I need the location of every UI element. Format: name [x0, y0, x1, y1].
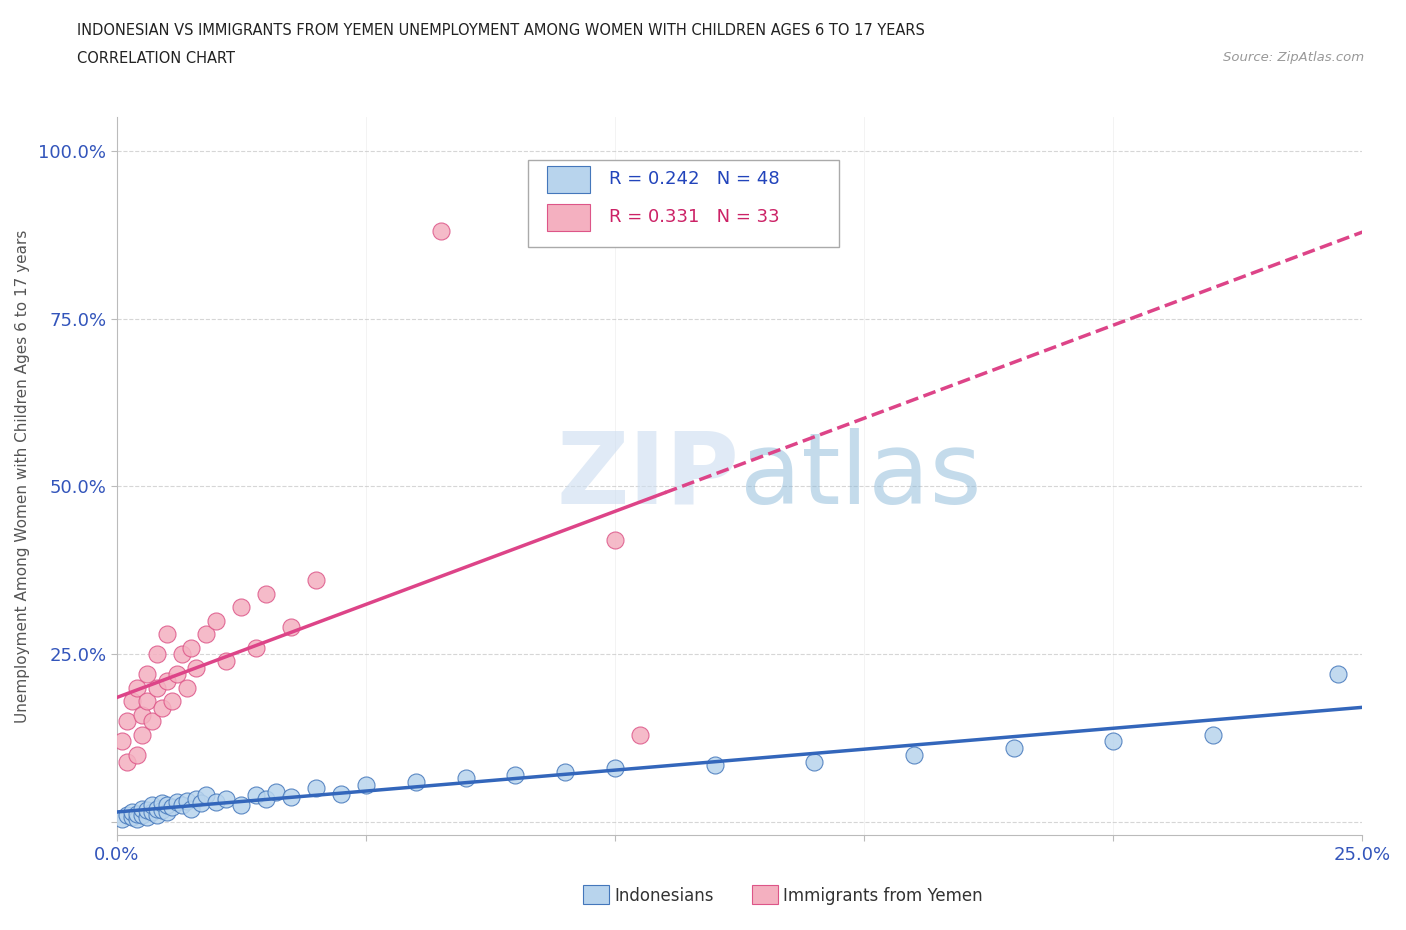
Point — [180, 801, 202, 816]
Point — [215, 791, 238, 806]
Point — [330, 787, 353, 802]
Point — [145, 681, 167, 696]
Point — [215, 654, 238, 669]
Point — [628, 727, 651, 742]
Point — [131, 801, 153, 816]
Point — [305, 573, 328, 588]
Point — [125, 681, 148, 696]
Text: CORRELATION CHART: CORRELATION CHART — [77, 51, 235, 66]
Point — [405, 775, 427, 790]
Point — [254, 791, 277, 806]
Point — [1002, 740, 1025, 755]
Point — [111, 811, 134, 826]
Point — [160, 800, 183, 815]
Point — [131, 707, 153, 722]
Point — [135, 694, 157, 709]
Point — [205, 794, 228, 809]
Bar — [547, 166, 591, 193]
Text: Immigrants from Yemen: Immigrants from Yemen — [783, 886, 983, 905]
Point — [903, 748, 925, 763]
Point — [141, 714, 163, 729]
Point — [505, 767, 527, 782]
Point — [131, 727, 153, 742]
Point — [1102, 734, 1125, 749]
Point — [141, 804, 163, 819]
Point — [155, 798, 177, 813]
Point — [121, 694, 143, 709]
Point — [176, 793, 198, 808]
Point — [264, 784, 287, 799]
Point — [145, 808, 167, 823]
Point — [454, 771, 477, 786]
Point — [135, 667, 157, 682]
Bar — [547, 204, 591, 231]
Point — [150, 700, 173, 715]
Point — [280, 789, 302, 804]
Text: Indonesians: Indonesians — [614, 886, 714, 905]
Point — [141, 798, 163, 813]
Point — [155, 627, 177, 642]
Point — [115, 714, 138, 729]
Point — [131, 808, 153, 823]
Point — [135, 809, 157, 824]
Point — [111, 734, 134, 749]
Text: atlas: atlas — [740, 428, 981, 525]
Point — [195, 788, 218, 803]
Point — [145, 646, 167, 661]
Point — [254, 587, 277, 602]
Point — [305, 781, 328, 796]
Text: R = 0.242   N = 48: R = 0.242 N = 48 — [609, 170, 779, 189]
Point — [354, 777, 377, 792]
Point — [150, 796, 173, 811]
Point — [115, 754, 138, 769]
Point — [135, 803, 157, 817]
Point — [166, 794, 188, 809]
Point — [1202, 727, 1225, 742]
Point — [125, 806, 148, 821]
Point — [245, 640, 267, 655]
Point — [1326, 667, 1348, 682]
FancyBboxPatch shape — [527, 160, 839, 246]
Point — [121, 804, 143, 819]
Point — [145, 801, 167, 816]
Y-axis label: Unemployment Among Women with Children Ages 6 to 17 years: Unemployment Among Women with Children A… — [15, 230, 30, 723]
Point — [155, 673, 177, 688]
Point — [176, 681, 198, 696]
Point — [155, 804, 177, 819]
Point — [231, 600, 253, 615]
Point — [703, 758, 725, 773]
Point — [190, 796, 212, 811]
Text: R = 0.331   N = 33: R = 0.331 N = 33 — [609, 208, 779, 226]
Point — [115, 808, 138, 823]
Point — [231, 798, 253, 813]
Text: Source: ZipAtlas.com: Source: ZipAtlas.com — [1223, 51, 1364, 64]
Point — [554, 764, 576, 779]
Point — [603, 533, 626, 548]
Point — [205, 613, 228, 628]
Point — [803, 754, 825, 769]
Point — [186, 791, 208, 806]
Point — [170, 646, 193, 661]
Point — [280, 620, 302, 635]
Point — [195, 627, 218, 642]
Point — [160, 694, 183, 709]
Point — [150, 803, 173, 817]
Text: ZIP: ZIP — [557, 428, 740, 525]
Point — [180, 640, 202, 655]
Point — [121, 809, 143, 824]
Point — [166, 667, 188, 682]
Point — [125, 811, 148, 826]
Point — [603, 761, 626, 776]
Point — [170, 798, 193, 813]
Text: INDONESIAN VS IMMIGRANTS FROM YEMEN UNEMPLOYMENT AMONG WOMEN WITH CHILDREN AGES : INDONESIAN VS IMMIGRANTS FROM YEMEN UNEM… — [77, 23, 925, 38]
Point — [429, 224, 451, 239]
Point — [125, 748, 148, 763]
Point — [186, 660, 208, 675]
Point — [245, 788, 267, 803]
